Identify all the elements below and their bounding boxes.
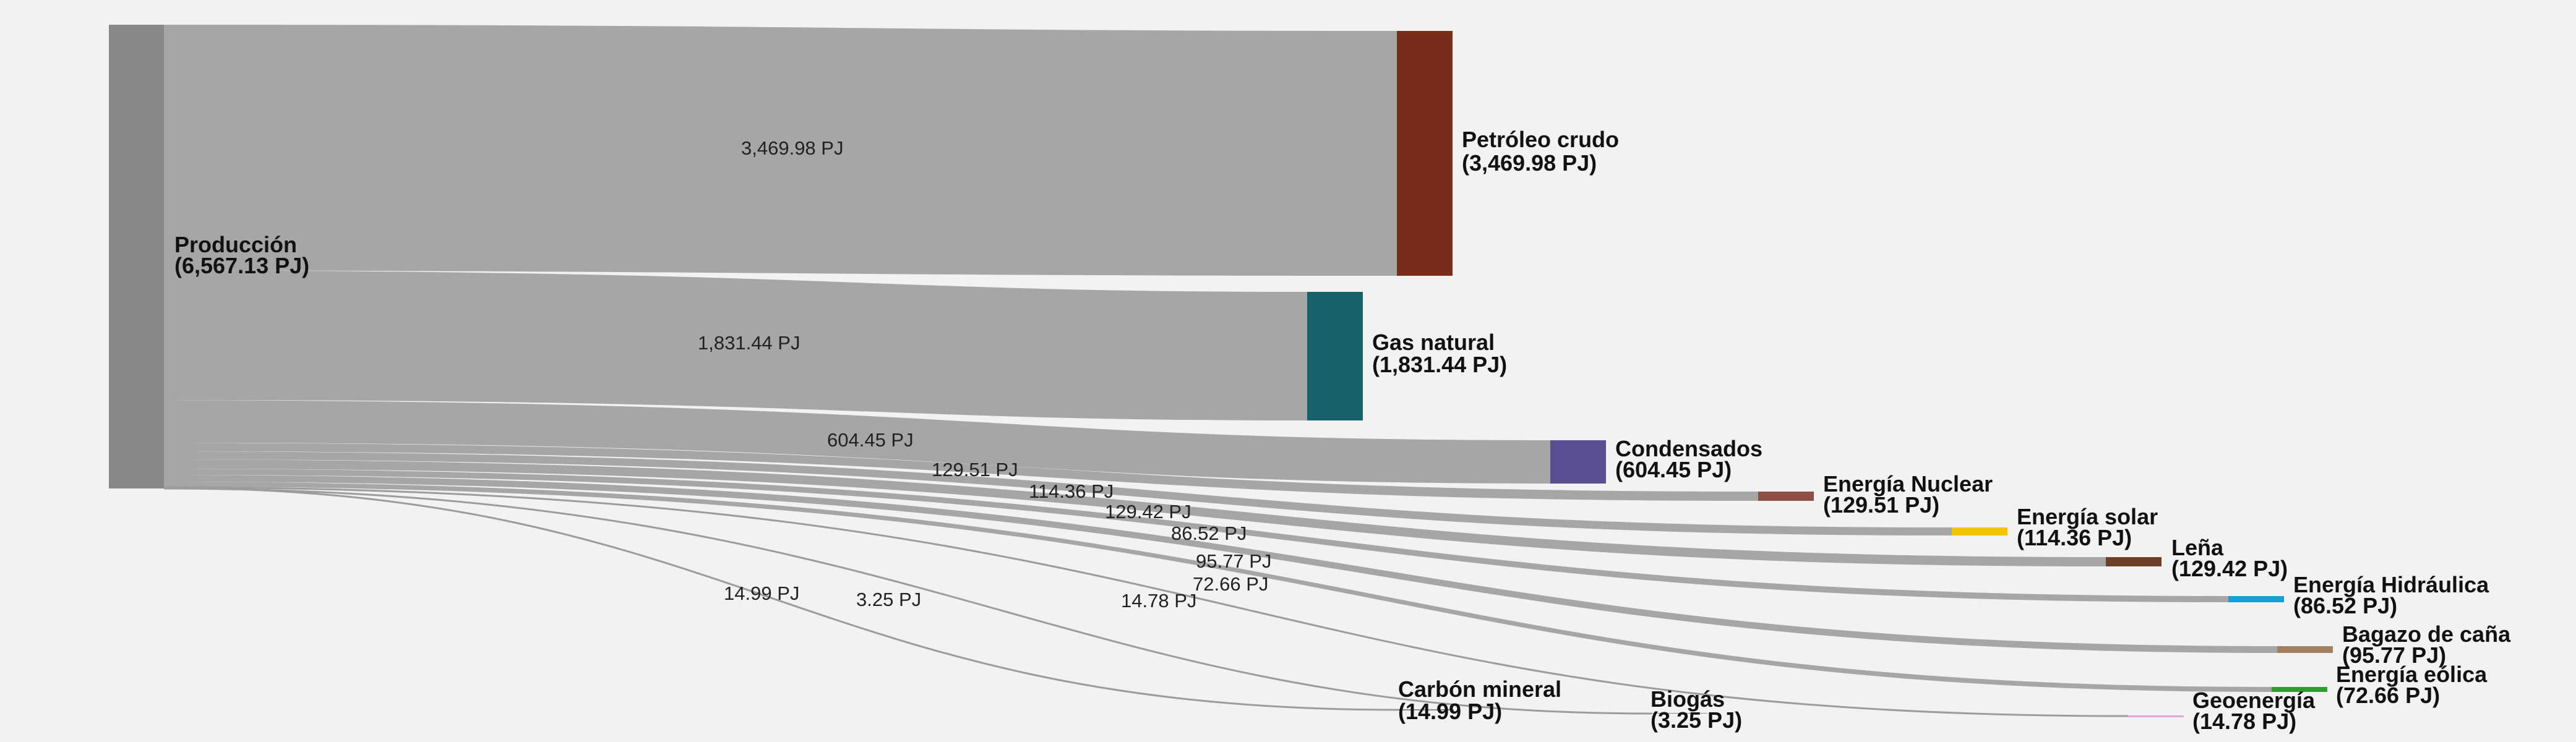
node-produccion <box>109 25 164 488</box>
flow-label-bagazo: 95.77 PJ <box>1196 550 1271 572</box>
node-value-nuclear: (129.51 PJ) <box>1823 492 1939 518</box>
node-value-gas: (1,831.44 PJ) <box>1372 352 1507 377</box>
node-name-solar: Energía solar <box>2017 504 2158 529</box>
flow-gas <box>164 270 1307 420</box>
node-name-condensados: Condensados <box>1615 436 1762 461</box>
node-label-lena: Leña (129.42 PJ) <box>2171 535 2288 581</box>
node-solar <box>1952 527 2007 535</box>
node-bagazo <box>2277 646 2333 653</box>
node-label-bagazo: Bagazo de caña (95.77 PJ) <box>2342 621 2517 668</box>
node-gas <box>1307 292 1363 420</box>
node-value-geo: (14.78 PJ) <box>2192 709 2296 734</box>
node-petroleo <box>1397 31 1453 276</box>
flow-petroleo <box>164 25 1397 276</box>
node-label-produccion: Producción (6,567.13 PJ) <box>174 232 309 278</box>
flow-label-hidraulica: 86.52 PJ <box>1171 522 1247 544</box>
node-value-bagazo: (95.77 PJ) <box>2342 642 2446 668</box>
node-nuclear <box>1758 492 1814 501</box>
node-value-eolica: (72.66 PJ) <box>2336 683 2440 708</box>
node-label-carbon: Carbón mineral (14.99 PJ) <box>1398 676 1568 724</box>
node-name-biogas: Biogás <box>1651 686 1725 712</box>
node-label-nuclear: Energía Nuclear (129.51 PJ) <box>1823 471 1999 518</box>
flow-biogas <box>163 487 1652 715</box>
node-value-petroleo: (3,469.98 PJ) <box>1462 150 1597 176</box>
node-name-eolica: Energía eólica <box>2336 662 2488 687</box>
node-label-eolica: Energía eólica (72.66 PJ) <box>2336 662 2493 708</box>
flow-label-carbon: 14.99 PJ <box>724 582 799 604</box>
flow-label-lena: 129.42 PJ <box>1105 501 1191 522</box>
node-label-geo: Geoenergía (14.78 PJ) <box>2192 688 2321 734</box>
flow-geo <box>163 486 2129 717</box>
node-value-lena: (129.42 PJ) <box>2171 556 2288 581</box>
node-label-condensados: Condensados (604.45 PJ) <box>1615 436 1769 482</box>
flow-carbon <box>163 487 1399 711</box>
flow-links <box>163 25 2277 717</box>
node-lena <box>2106 557 2162 566</box>
node-name-petroleo: Petróleo crudo <box>1462 127 1619 152</box>
node-label-solar: Energía solar (114.36 PJ) <box>2017 504 2164 550</box>
node-carbon <box>1398 709 1454 710</box>
node-name-gas: Gas natural <box>1372 330 1495 355</box>
flow-label-petroleo: 3,469.98 PJ <box>741 137 843 159</box>
node-value-carbon: (14.99 PJ) <box>1398 699 1502 724</box>
node-eolica <box>2272 687 2327 692</box>
flow-label-nuclear: 129.51 PJ <box>932 459 1018 480</box>
node-name-carbon: Carbón mineral <box>1398 676 1561 702</box>
node-label-hidraulica: Energía Hidráulica (86.52 PJ) <box>2293 572 2495 618</box>
node-biogas <box>1652 713 1707 714</box>
nodes <box>109 25 2333 717</box>
node-value-condensados: (604.45 PJ) <box>1615 457 1732 482</box>
node-value-solar: (114.36 PJ) <box>2017 525 2132 550</box>
node-name-geo: Geoenergía <box>2192 688 2316 713</box>
flow-label-condensados: 604.45 PJ <box>827 429 914 451</box>
flow-label-geo: 14.78 PJ <box>1121 590 1196 612</box>
node-hidraulica <box>2228 596 2284 602</box>
flow-label-eolica: 72.66 PJ <box>1193 573 1268 595</box>
node-label-biogas: Biogás (3.25 PJ) <box>1651 686 1742 733</box>
node-condensados <box>1550 440 1606 484</box>
node-value-biogas: (3.25 PJ) <box>1651 707 1742 733</box>
node-value-hidraulica: (86.52 PJ) <box>2293 593 2397 618</box>
node-label-gas: Gas natural (1,831.44 PJ) <box>1372 330 1507 377</box>
flow-solar <box>164 451 1952 535</box>
flow-label-gas: 1,831.44 PJ <box>698 332 800 354</box>
node-labels: Producción (6,567.13 PJ) Petróleo crudo … <box>174 127 2517 734</box>
flow-nuclear <box>164 443 1758 501</box>
node-label-petroleo: Petróleo crudo (3,469.98 PJ) <box>1462 127 1625 176</box>
node-name-bagazo: Bagazo de caña <box>2342 621 2511 647</box>
flow-labels: 3,469.98 PJ 1,831.44 PJ 604.45 PJ 129.51… <box>698 137 1271 612</box>
flow-label-biogas: 3.25 PJ <box>856 589 921 610</box>
node-name-produccion: Producción <box>174 232 297 257</box>
node-name-hidraulica: Energía Hidráulica <box>2293 572 2489 597</box>
node-name-nuclear: Energía Nuclear <box>1823 471 1993 497</box>
node-geo <box>2128 715 2184 717</box>
node-value-produccion: (6,567.13 PJ) <box>174 253 309 278</box>
flow-condensados <box>164 400 1550 484</box>
node-name-lena: Leña <box>2171 535 2224 560</box>
flow-lena <box>164 459 2106 566</box>
flow-label-solar: 114.36 PJ <box>1029 480 1114 502</box>
